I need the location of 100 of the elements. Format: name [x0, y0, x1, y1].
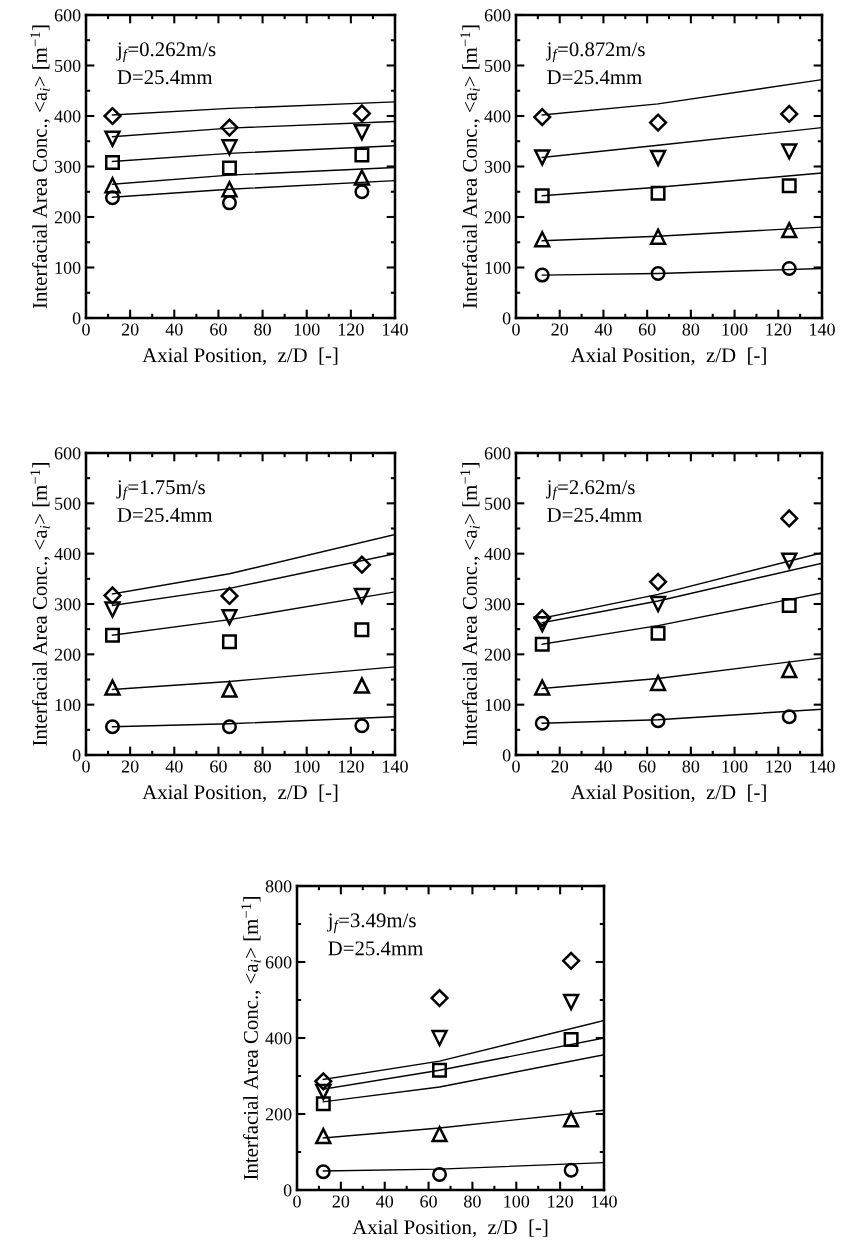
y-tick-label: 100 — [55, 698, 81, 712]
y-tick-label: 0 — [72, 312, 81, 325]
point — [352, 104, 371, 123]
y-tick-label: 300 — [54, 160, 81, 173]
y-tick-label: 500 — [55, 59, 81, 72]
point — [354, 184, 370, 200]
point — [431, 1029, 448, 1047]
annotation: j$_{f}$=0.262m/s — [116, 42, 216, 63]
x-tick-label: 120 — [338, 760, 364, 773]
point — [314, 1072, 333, 1091]
x-tick-label: 140 — [592, 1195, 617, 1208]
x-tick-label: 120 — [548, 1195, 573, 1208]
point — [354, 147, 370, 163]
point — [104, 719, 120, 735]
x-tick-label: 100 — [722, 323, 748, 336]
point — [781, 598, 797, 614]
y-tick-label: 400 — [484, 110, 511, 123]
y-tick-label: 600 — [54, 447, 81, 460]
y-axis-title: Interfacial Area Conc., <a$_{i}$> [m$^{−1}$] — [460, 25, 480, 309]
point — [103, 106, 122, 126]
point — [649, 595, 667, 613]
point — [781, 178, 797, 194]
point — [353, 169, 371, 186]
x-tick-label: 40 — [594, 323, 612, 336]
point — [315, 1083, 332, 1101]
point — [650, 185, 666, 201]
y-tick-label: 200 — [265, 1108, 292, 1121]
point — [781, 143, 798, 160]
y-tick-label: 600 — [484, 447, 511, 460]
point — [315, 1127, 332, 1145]
x-tick-label: 40 — [165, 323, 183, 336]
point — [103, 586, 122, 605]
point — [648, 572, 668, 591]
point — [221, 181, 238, 198]
x-tick-label: 120 — [766, 323, 792, 336]
point — [221, 139, 238, 156]
y-axis-title: Interfacial Area Conc., <a$_{i}$> [m$^{−1}$] — [30, 463, 50, 746]
point — [221, 634, 237, 650]
point — [352, 555, 371, 574]
annotation: j$_{f}$=3.49m/s — [327, 913, 416, 934]
x-tick-label: 0 — [512, 760, 520, 773]
x-tick-label: 20 — [121, 760, 139, 773]
point — [221, 195, 237, 211]
x-tick-label: 60 — [638, 760, 656, 773]
point — [533, 608, 552, 628]
point — [221, 160, 237, 176]
y-tick-label: 500 — [485, 497, 511, 510]
point — [315, 1096, 331, 1112]
point — [649, 228, 667, 245]
y-tick-label: 400 — [484, 547, 511, 561]
y-tick-label: 0 — [502, 749, 511, 762]
x-tick-label: 140 — [810, 323, 835, 336]
point — [563, 1032, 579, 1048]
y-tick-label: 0 — [72, 749, 81, 762]
x-tick-label: 140 — [810, 760, 835, 773]
x-tick-label: 60 — [420, 1195, 437, 1208]
point — [781, 661, 798, 679]
y-tick-label: 600 — [265, 956, 292, 969]
x-axis-title: Axial Position, z/D [-] — [142, 784, 338, 803]
x-tick-label: 20 — [121, 323, 139, 336]
x-tick-label: 0 — [82, 760, 90, 773]
x-tick-label: 80 — [254, 323, 271, 336]
annotation: D=25.4mm — [547, 70, 642, 85]
point — [534, 231, 551, 248]
y-tick-label: 0 — [502, 312, 511, 325]
x-tick-label: 80 — [464, 1195, 481, 1208]
point — [430, 988, 449, 1008]
point — [220, 586, 239, 606]
x-tick-label: 60 — [638, 323, 656, 336]
y-tick-label: 0 — [283, 1184, 292, 1197]
point — [533, 107, 552, 127]
x-axis-title: Axial Position, z/D [-] — [570, 347, 766, 366]
point — [104, 176, 121, 194]
x-tick-label: 80 — [682, 323, 700, 336]
point — [650, 713, 666, 729]
y-tick-label: 300 — [484, 598, 511, 611]
point — [221, 681, 238, 698]
point — [562, 993, 580, 1011]
point — [432, 1166, 448, 1182]
x-tick-label: 40 — [165, 760, 183, 773]
y-tick-label: 100 — [485, 261, 511, 274]
point — [780, 104, 799, 124]
point — [780, 509, 799, 528]
point — [353, 677, 371, 694]
y-tick-label: 500 — [55, 497, 81, 510]
annotation: j$_{f}$=2.62m/s — [546, 480, 635, 500]
y-axis-title: Interfacial Area Conc., <a$_{i}$> [m$^{−1}$] — [30, 25, 50, 309]
annotation: j$_{f}$=0.872m/s — [546, 42, 645, 63]
x-tick-label: 20 — [332, 1195, 350, 1208]
point — [104, 627, 120, 643]
x-tick-label: 100 — [722, 760, 748, 773]
x-tick-label: 120 — [766, 760, 792, 773]
x-tick-label: 140 — [383, 323, 408, 336]
x-tick-label: 20 — [551, 760, 569, 773]
point — [353, 123, 371, 141]
point — [221, 608, 238, 626]
point — [562, 951, 581, 970]
y-tick-label: 600 — [54, 9, 81, 22]
point — [534, 615, 551, 633]
y-tick-label: 200 — [54, 648, 81, 661]
